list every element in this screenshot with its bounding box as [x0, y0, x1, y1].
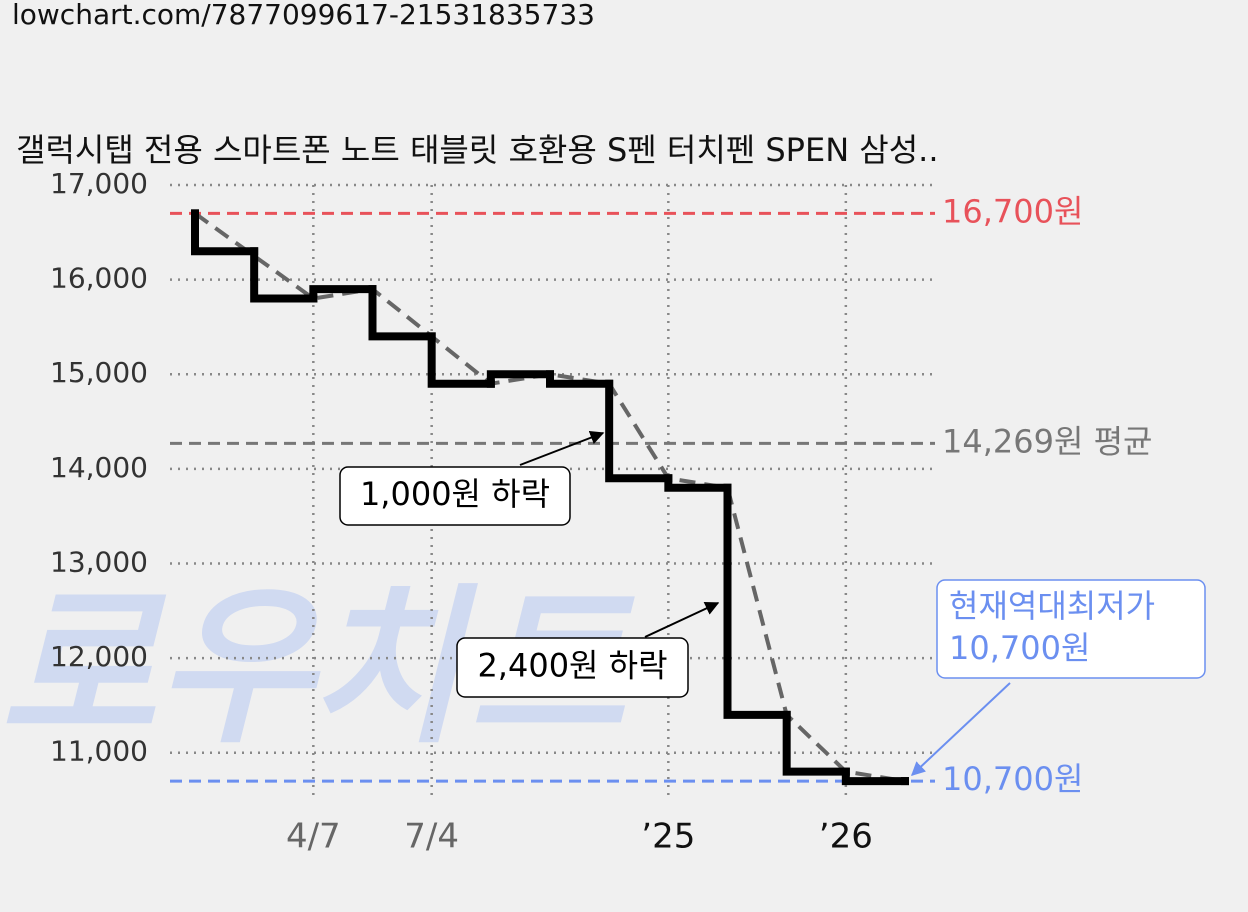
price-step [250, 247, 318, 303]
price-step [546, 370, 614, 388]
price-step [309, 285, 377, 303]
reference-label: 14,269원 평균 [942, 422, 1152, 460]
y-tick-label: 13,000 [50, 545, 148, 578]
price-step [486, 370, 554, 388]
reference-label: 10,700원 [942, 760, 1083, 798]
price-step [723, 483, 791, 719]
y-tick-label: 16,000 [50, 262, 148, 295]
annotation-arrow [519, 431, 605, 466]
y-tick-label: 15,000 [50, 356, 148, 389]
annotation-text: 현재역대최저가 [949, 587, 1155, 625]
x-tick-label: 7/4 [404, 817, 459, 857]
y-tick-label: 17,000 [50, 167, 148, 200]
annotation: 현재역대최저가 10,700원 [910, 579, 1206, 776]
url: lowchart.com/7877099617-21531835733 [12, 0, 595, 31]
annotation-arrow [910, 682, 1011, 776]
reference-label: 16,700원 [942, 192, 1083, 230]
annotation: 1,000원 하락 [339, 431, 605, 526]
y-tick-label: 11,000 [50, 735, 148, 768]
price-step [782, 710, 850, 776]
annotation-text: 2,400원 하락 [477, 647, 667, 685]
price-step [427, 332, 495, 388]
price-step [368, 285, 436, 341]
price-step [664, 474, 732, 492]
annotation-box [936, 579, 1206, 679]
price-step [191, 209, 259, 256]
annotation-box [339, 466, 571, 526]
x-tick-label: 4/7 [286, 817, 341, 857]
y-tick-label: 14,000 [50, 451, 148, 484]
x-tick-label: ’25 [641, 817, 695, 857]
price-step [841, 767, 909, 786]
y-tick-label: 12,000 [50, 640, 148, 673]
chart-title: 갤럭시탭 전용 스마트폰 노트 태블릿 호환용 S펜 터치펜 SPEN 삼성.. [16, 131, 939, 169]
price-step [605, 379, 673, 483]
annotation-box [456, 637, 689, 698]
x-tick-label: ’26 [819, 817, 873, 857]
annotation: 2,400원 하락 [456, 601, 720, 698]
annotation-text: 1,000원 하락 [360, 475, 550, 513]
annotation-text: 10,700원 [949, 629, 1090, 667]
annotation-arrow [644, 601, 720, 638]
